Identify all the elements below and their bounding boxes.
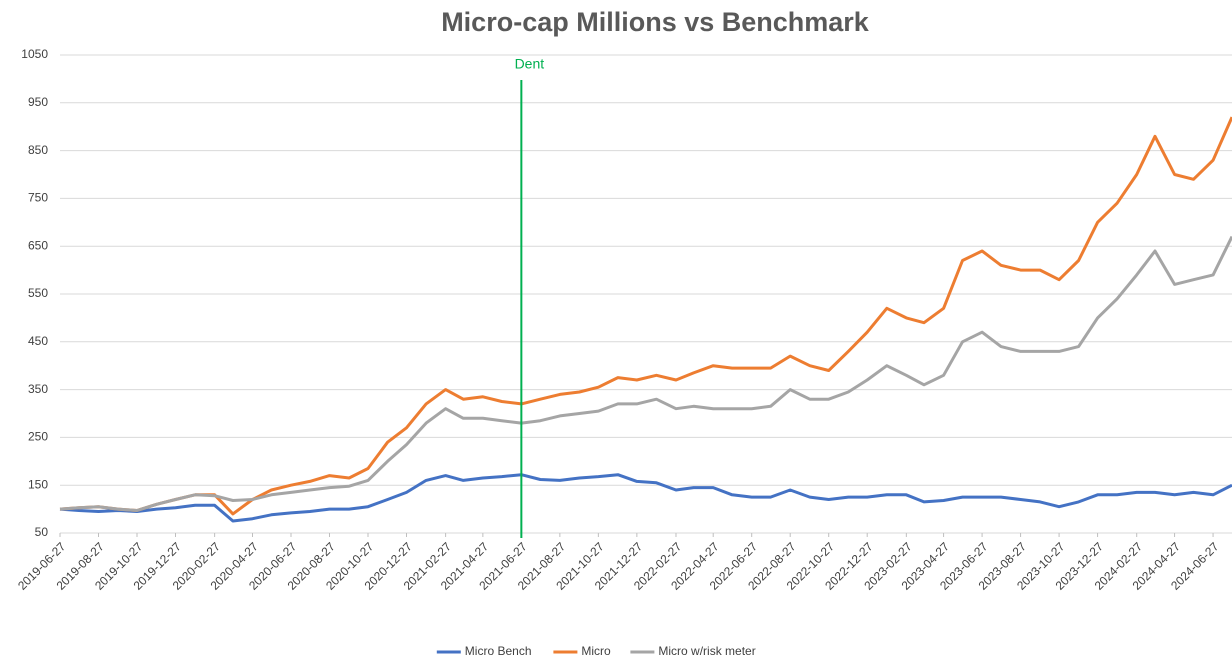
- y-tick-label: 250: [28, 430, 48, 444]
- y-tick-label: 850: [28, 143, 48, 157]
- legend-label: Micro w/risk meter: [658, 644, 755, 658]
- legend-label: Micro Bench: [465, 644, 532, 658]
- legend-label: Micro: [581, 644, 611, 658]
- y-tick-label: 950: [28, 95, 48, 109]
- y-tick-label: 50: [35, 525, 49, 539]
- series-line: [59, 473, 1232, 523]
- series-line: [59, 235, 1232, 512]
- series-line: [59, 116, 1232, 516]
- y-tick-label: 150: [28, 477, 48, 491]
- chart-title: Micro-cap Millions vs Benchmark: [441, 7, 870, 37]
- y-tick-label: 750: [28, 191, 48, 205]
- y-tick-label: 350: [28, 382, 48, 396]
- annotation-label: Dent: [515, 56, 545, 72]
- y-tick-label: 450: [28, 334, 48, 348]
- y-tick-label: 650: [28, 238, 48, 252]
- y-tick-label: 1050: [21, 47, 48, 61]
- y-tick-label: 550: [28, 286, 48, 300]
